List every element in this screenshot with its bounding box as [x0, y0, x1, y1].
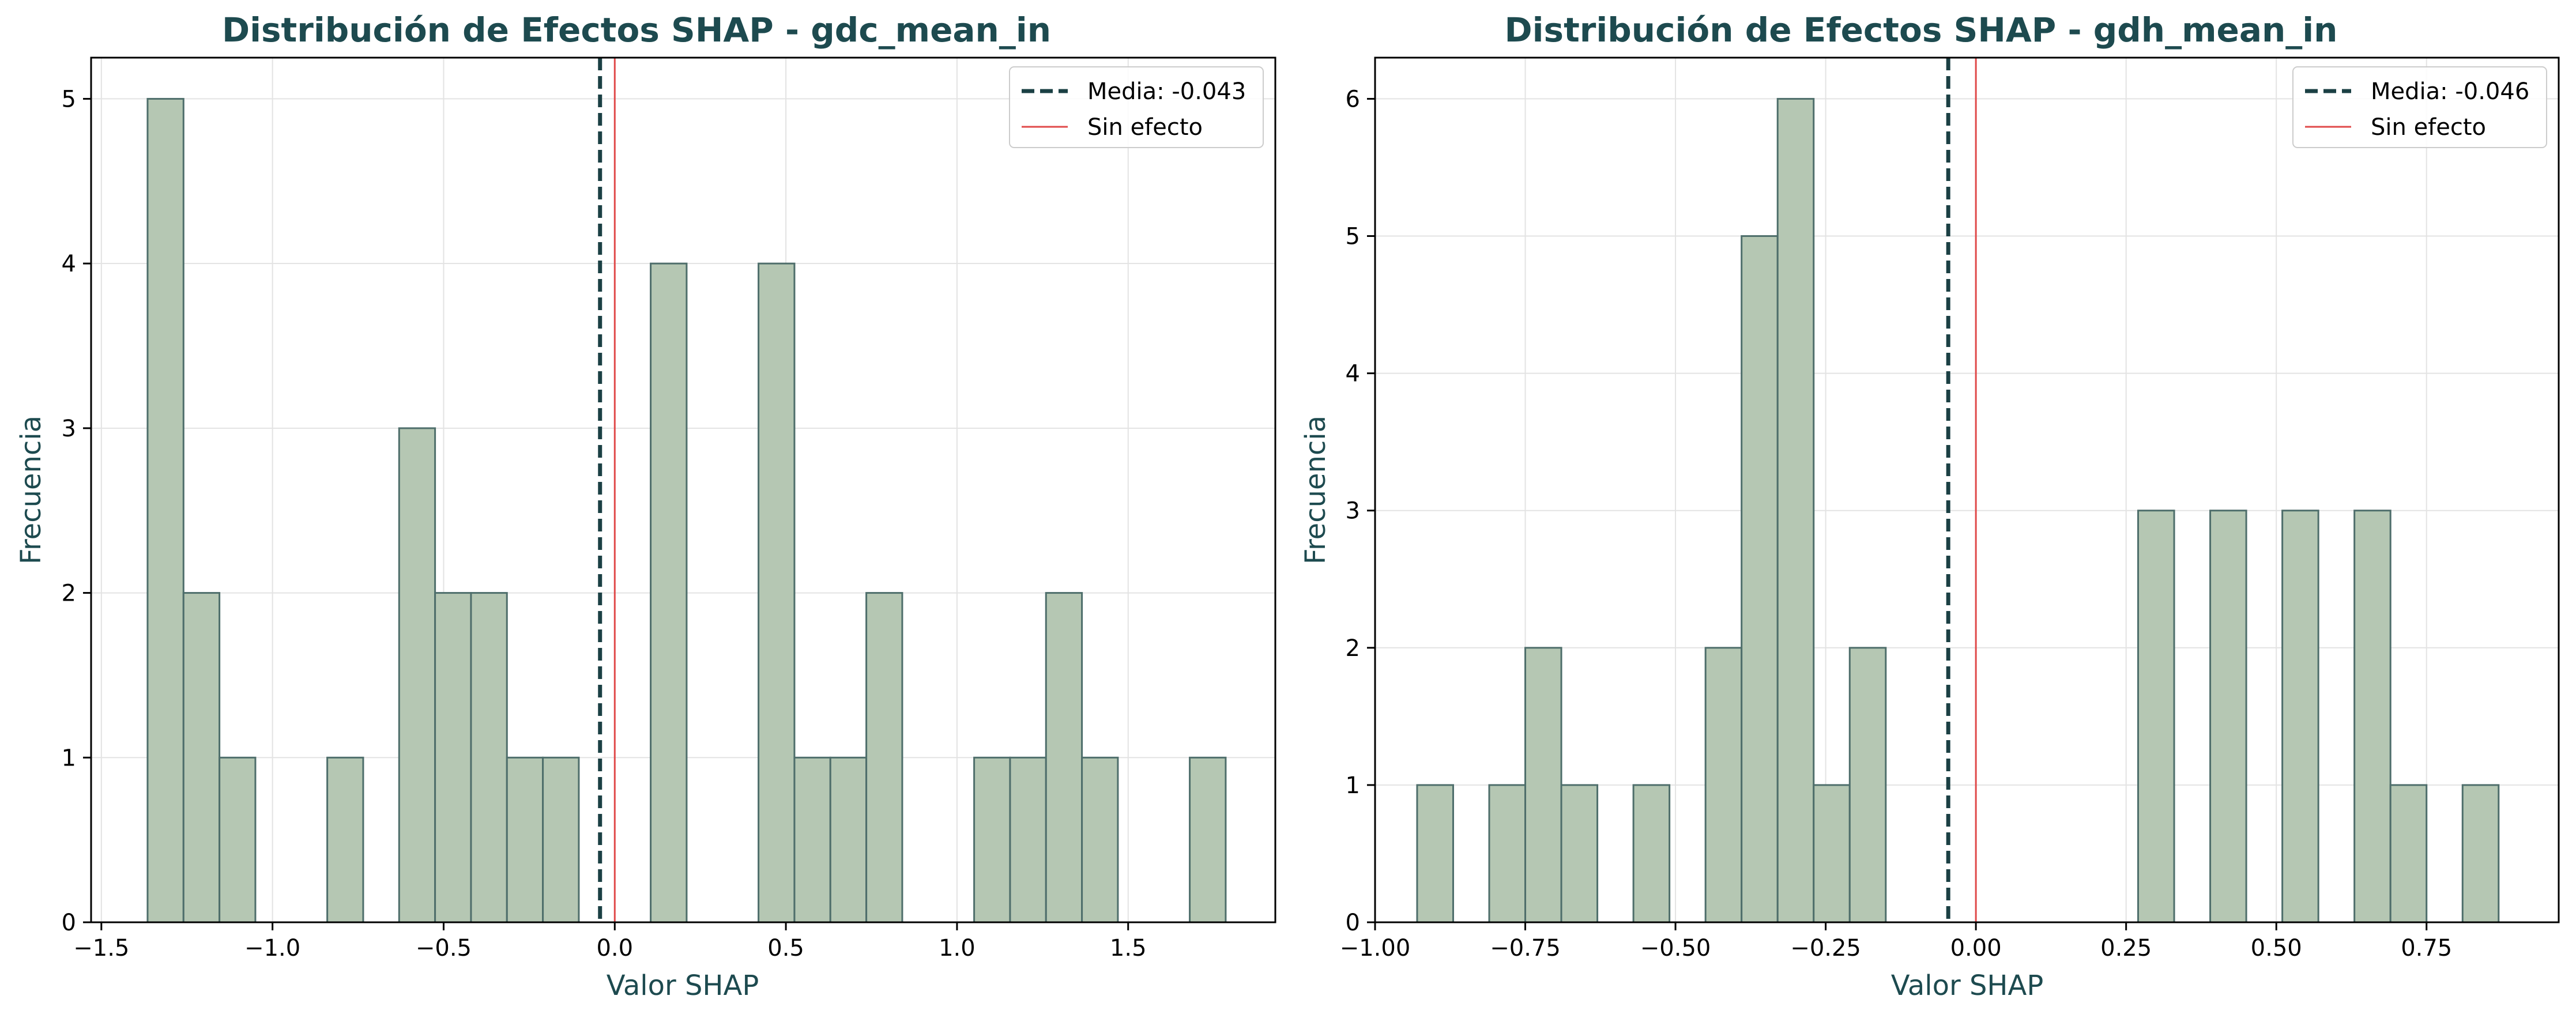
chart-left: Distribución de Efectos SHAP - gdc_mean_…	[15, 10, 1276, 1002]
histogram-bar	[1632, 784, 1671, 923]
x-tick-label: −0.5	[416, 935, 472, 961]
legend-mean-label: Media: -0.046	[2371, 78, 2529, 105]
legend-box	[1009, 66, 1264, 148]
y-tick-label: 1	[1346, 772, 1360, 799]
histogram-bar	[650, 262, 688, 923]
x-tick-label: 0.25	[2100, 935, 2152, 961]
histogram-bar	[1488, 784, 1527, 923]
chart-right: Distribución de Efectos SHAP - gdh_mean_…	[1300, 10, 2560, 1002]
y-axis-label: Frecuencia	[1300, 416, 1332, 564]
y-tick-label: 0	[1346, 910, 1360, 936]
x-tick-label: −0.25	[1790, 935, 1861, 961]
x-tick-label: 0.5	[767, 935, 804, 961]
histogram-bar	[2461, 784, 2500, 923]
histogram-bar	[326, 756, 364, 923]
chart-title: Distribución de Efectos SHAP - gdh_mean_…	[1505, 10, 2338, 50]
legend-mean-label: Media: -0.043	[1087, 78, 1246, 105]
histogram-bar	[1081, 756, 1119, 923]
axes-frame	[1374, 56, 2560, 923]
histogram-bar	[829, 756, 868, 923]
x-tick-label: 0.50	[2251, 935, 2302, 961]
histogram-bar	[1560, 784, 1599, 923]
histogram-bar	[973, 756, 1011, 923]
histogram-bar	[542, 756, 580, 923]
y-tick-label: 0	[62, 910, 76, 936]
histogram-bar	[1813, 784, 1851, 923]
x-tick-label: 1.5	[1110, 935, 1147, 961]
legend-box	[2292, 66, 2547, 148]
x-tick-label: 1.0	[939, 935, 976, 961]
y-axis-label: Frecuencia	[15, 416, 47, 564]
x-tick-label: 0.0	[596, 935, 633, 961]
x-tick-label: 0.75	[2401, 935, 2452, 961]
x-tick-label: −0.75	[1490, 935, 1561, 961]
legend: Media: -0.043 Sin efecto	[1009, 66, 1264, 148]
y-tick-label: 4	[62, 251, 76, 277]
y-tick-label: 5	[62, 86, 76, 112]
histogram-bar	[1848, 647, 1887, 923]
y-tick-label: 5	[1346, 224, 1360, 250]
histogram-bar	[1524, 647, 1562, 923]
histogram-bar	[2137, 510, 2175, 923]
axes-frame	[90, 56, 1276, 923]
histogram-bar	[506, 756, 544, 923]
histogram-bar	[2209, 510, 2247, 923]
y-tick-label: 3	[62, 416, 76, 442]
histogram-bar	[1776, 97, 1815, 923]
histogram-bar	[1741, 235, 1779, 923]
histogram-bar	[2353, 510, 2392, 923]
histogram-bar	[434, 592, 472, 923]
histogram-bar	[182, 592, 221, 923]
legend: Media: -0.046 Sin efecto	[2292, 66, 2547, 148]
chart-title: Distribución de Efectos SHAP - gdc_mean_…	[222, 10, 1051, 50]
histogram-bar	[398, 427, 436, 923]
histogram-bar	[146, 97, 184, 923]
y-tick-label: 3	[1346, 498, 1360, 525]
x-tick-label: −0.50	[1640, 935, 1711, 961]
x-tick-label: 0.00	[1950, 935, 2002, 961]
histogram-bar	[1416, 784, 1454, 923]
histogram-bar	[1045, 592, 1083, 923]
legend-zero-label: Sin efecto	[1087, 114, 1203, 141]
histogram-bar	[1189, 756, 1227, 923]
histogram-bar	[1704, 647, 1743, 923]
y-tick-label: 2	[1346, 635, 1360, 662]
histogram-bar	[758, 262, 796, 923]
y-tick-label: 6	[1346, 86, 1360, 112]
histogram-bar	[470, 592, 508, 923]
histogram-bar	[219, 756, 257, 923]
x-axis-label: Valor SHAP	[607, 970, 759, 1002]
x-axis-label: Valor SHAP	[1891, 970, 2044, 1002]
y-tick-label: 1	[62, 745, 76, 771]
histogram-bar	[1009, 756, 1047, 923]
histogram-bar	[793, 756, 831, 923]
histogram-bar	[2281, 510, 2319, 923]
y-tick-label: 4	[1346, 361, 1360, 387]
histogram-bar	[2389, 784, 2428, 923]
x-tick-label: −1.00	[1340, 935, 1411, 961]
x-tick-label: −1.5	[73, 935, 129, 961]
y-tick-label: 2	[62, 580, 76, 607]
x-tick-label: −1.0	[244, 935, 300, 961]
legend-zero-label: Sin efecto	[2371, 114, 2486, 141]
histogram-bar	[865, 592, 903, 923]
